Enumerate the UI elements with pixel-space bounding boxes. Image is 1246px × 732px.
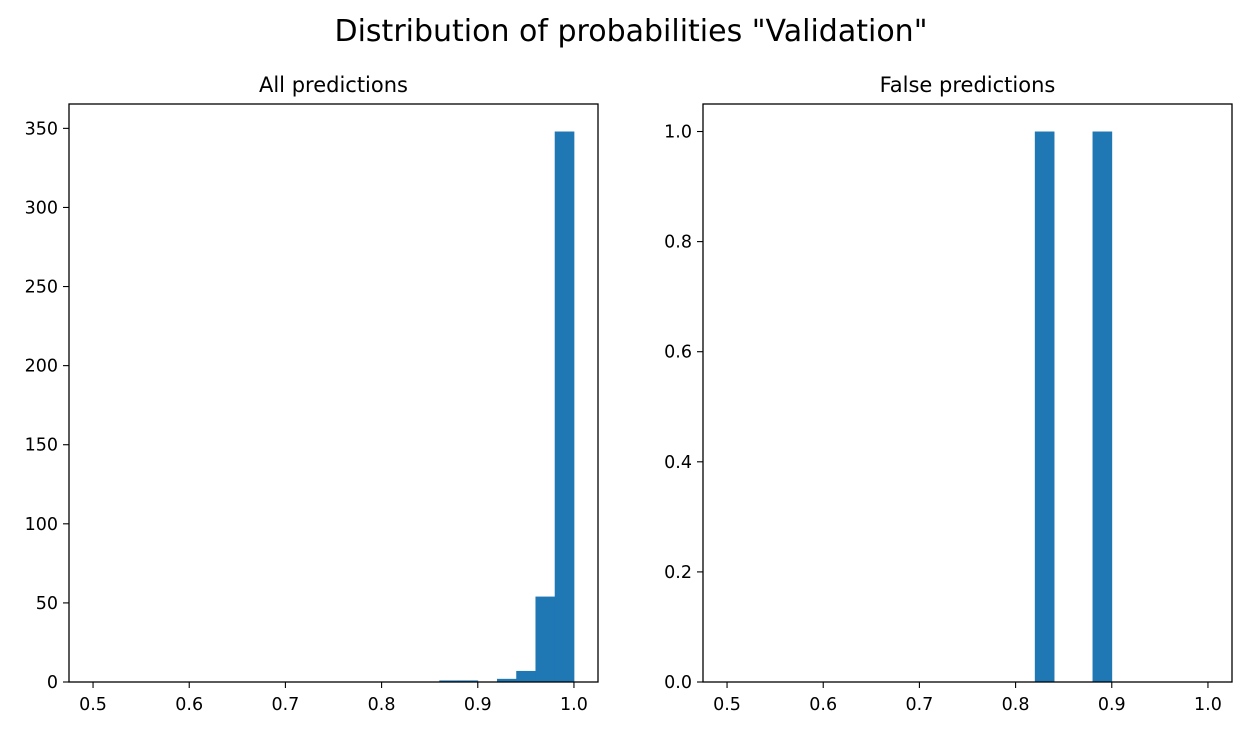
panel-title: All predictions (259, 73, 408, 97)
x-tick-label: 0.7 (905, 695, 933, 715)
x-tick-label: 0.6 (809, 695, 837, 715)
y-tick-label: 0.4 (664, 453, 692, 473)
y-tick-label: 0.8 (664, 233, 692, 253)
histogram-bar (497, 678, 517, 682)
figure-title: Distribution of probabilities "Validatio… (334, 14, 927, 49)
x-tick-label: 0.5 (79, 695, 107, 715)
histogram-bar (1092, 131, 1113, 682)
x-tick-label: 1.0 (560, 695, 588, 715)
x-tick-label: 1.0 (1194, 695, 1222, 715)
y-tick-label: 0.0 (664, 673, 692, 693)
y-tick-label: 0.6 (664, 343, 692, 363)
histogram-bar (554, 131, 575, 682)
axes-frame (68, 103, 599, 683)
y-tick-label: 350 (25, 119, 58, 139)
x-tick-label: 0.6 (175, 695, 203, 715)
axes-frame (702, 103, 1233, 683)
y-tick-label: 0.2 (664, 563, 692, 583)
histogram-bar (535, 596, 556, 682)
x-tick-label: 0.9 (464, 695, 492, 715)
x-tick-label: 0.9 (1098, 695, 1126, 715)
chart-panel-1: 0.5 0.6 0.7 0.8 0.9 1.0 0 50 100 150 200 250 300 350 A… (25, 73, 599, 715)
y-tick-label: 100 (25, 515, 58, 535)
chart-panel-2: 0.5 0.6 0.7 0.8 0.9 1.0 0.0 0.2 0.4 0.6 0.8 1.0 Fals… (664, 73, 1233, 715)
x-tick-label: 0.8 (1002, 695, 1030, 715)
y-tick-label: 200 (25, 357, 58, 377)
y-tick-label: 300 (25, 198, 58, 218)
y-tick-label: 250 (25, 278, 58, 298)
x-tick-label: 0.8 (368, 695, 396, 715)
panel-title: False predictions (880, 73, 1056, 97)
y-tick-label: 50 (36, 594, 58, 614)
histogram-bar (1034, 131, 1055, 682)
histogram-bar (439, 680, 459, 682)
histogram-bar (458, 680, 479, 682)
histogram-bar (516, 670, 536, 682)
y-tick-label: 150 (25, 436, 58, 456)
y-tick-label: 0 (47, 673, 58, 693)
x-tick-label: 0.7 (271, 695, 299, 715)
x-tick-label: 0.5 (713, 695, 741, 715)
y-tick-label: 1.0 (664, 123, 692, 143)
